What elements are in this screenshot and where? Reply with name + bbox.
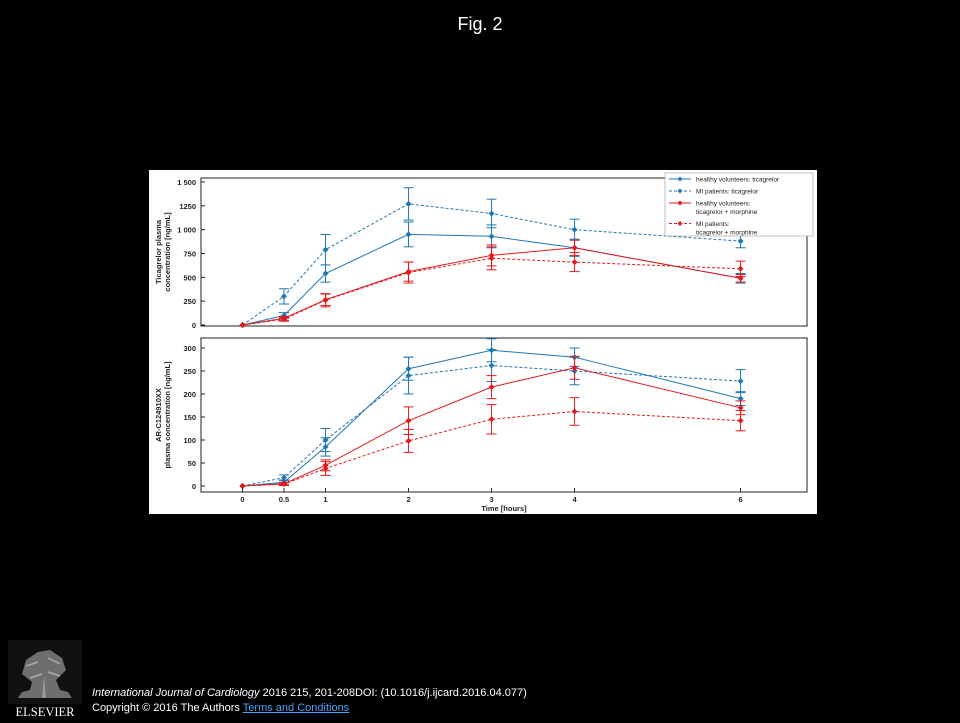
data-point [281,316,288,323]
x-tick-label: 1 [323,495,327,504]
data-point [281,481,288,488]
y-axis-label: Ticagrelor plasma [154,219,163,284]
x-axis-label: Time [hours] [481,504,527,513]
x-tick-label: 3 [489,495,493,504]
y-tick-label: 0 [192,482,196,491]
legend-swatch-marker [677,188,683,194]
logo-wordmark: ELSEVIER [15,705,75,718]
data-point [571,408,578,415]
data-point [737,417,744,424]
data-point [322,437,329,443]
data-point [322,465,329,472]
y-tick-label: 250 [183,367,196,376]
legend-swatch-marker [677,221,683,226]
citation-details: 2016 215, 201-208DOI: (10.1016/j.ijcard.… [259,687,527,699]
legend-label: healthy volunteers: [696,201,751,208]
data-point [737,404,744,411]
x-tick-label: 4 [572,495,577,504]
axes-box-2 [200,337,808,493]
x-tick-label: 0.5 [279,495,289,504]
data-point [239,483,246,489]
data-point [405,437,412,444]
data-point [322,270,329,277]
citation-line-2: Copyright © 2016 The Authors Terms and C… [92,701,527,716]
x-tick-label: 6 [739,495,743,504]
data-point [322,246,329,253]
citation-line-1: International Journal of Cardiology 2016… [92,686,527,701]
data-point [571,364,578,371]
data-point [488,362,495,369]
data-point [405,417,412,424]
legend-label: healthy volunteers: ticagrelor [696,177,780,184]
y-tick-label: 0 [192,321,196,330]
legend-swatch-marker [677,176,683,182]
elsevier-tree-icon: ELSEVIER [8,640,82,719]
y-axis-label: concentration [ng/mL] [163,212,172,292]
citation: International Journal of Cardiology 2016… [92,686,527,716]
elsevier-logo: ELSEVIER [8,640,82,719]
x-tick-label: 0 [240,495,244,504]
data-point [737,395,744,402]
data-point [322,297,329,304]
legend-swatch-marker [677,200,683,206]
x-tick-label: 2 [406,495,410,504]
legend-label: ticagrelor + morphine [696,230,758,237]
y-tick-label: 200 [183,390,196,399]
data-point [405,200,412,207]
data-point [571,244,578,251]
chart-figure: 0 250 500 750 1 000 1250 1 500 Ticagrelor plasm… [149,170,817,514]
data-point [281,474,288,481]
legend: healthy volunteers: ticagrelor MI patient… [664,172,814,237]
data-point [737,378,744,385]
data-point [281,293,288,300]
figure-title: Fig. 2 [457,14,503,34]
data-point [571,226,578,233]
y-tick-label: 300 [183,344,196,353]
data-point [405,372,412,379]
y-tick-label: 50 [188,459,196,468]
y-tick-label: 1 000 [177,226,196,235]
y-axis-label: AR-C124910XX [154,388,163,442]
y-tick-label: 250 [183,297,196,306]
axes-box-1 [200,177,808,327]
data-point [239,322,246,328]
y-tick-label: 1 500 [177,178,196,187]
legend-box [664,172,814,237]
data-point [405,269,412,276]
copyright-text: Copyright © 2016 The Authors [92,702,240,714]
y-tick-label: 100 [183,436,196,445]
y-tick-label: 750 [183,250,196,259]
data-point [488,255,495,262]
data-point [488,233,495,240]
y-axis-label: plasma concentration [ng/mL] [163,361,172,469]
y-tick-label: 1250 [179,202,196,211]
data-point [488,416,495,423]
data-point [405,231,412,238]
data-point [737,238,744,245]
data-point [488,384,495,391]
data-point [571,259,578,266]
data-point [488,210,495,217]
y-tick-label: 150 [183,413,196,422]
legend-label: MI patients: [696,221,730,228]
legend-label: MI patients: ticagrelor [696,189,759,196]
data-point [737,265,744,272]
journal-name: International Journal of Cardiology [92,687,260,699]
terms-link[interactable]: Terms and Conditions [242,702,350,714]
legend-label: ticagrelor + morphine [696,209,758,216]
y-tick-label: 500 [183,273,196,282]
